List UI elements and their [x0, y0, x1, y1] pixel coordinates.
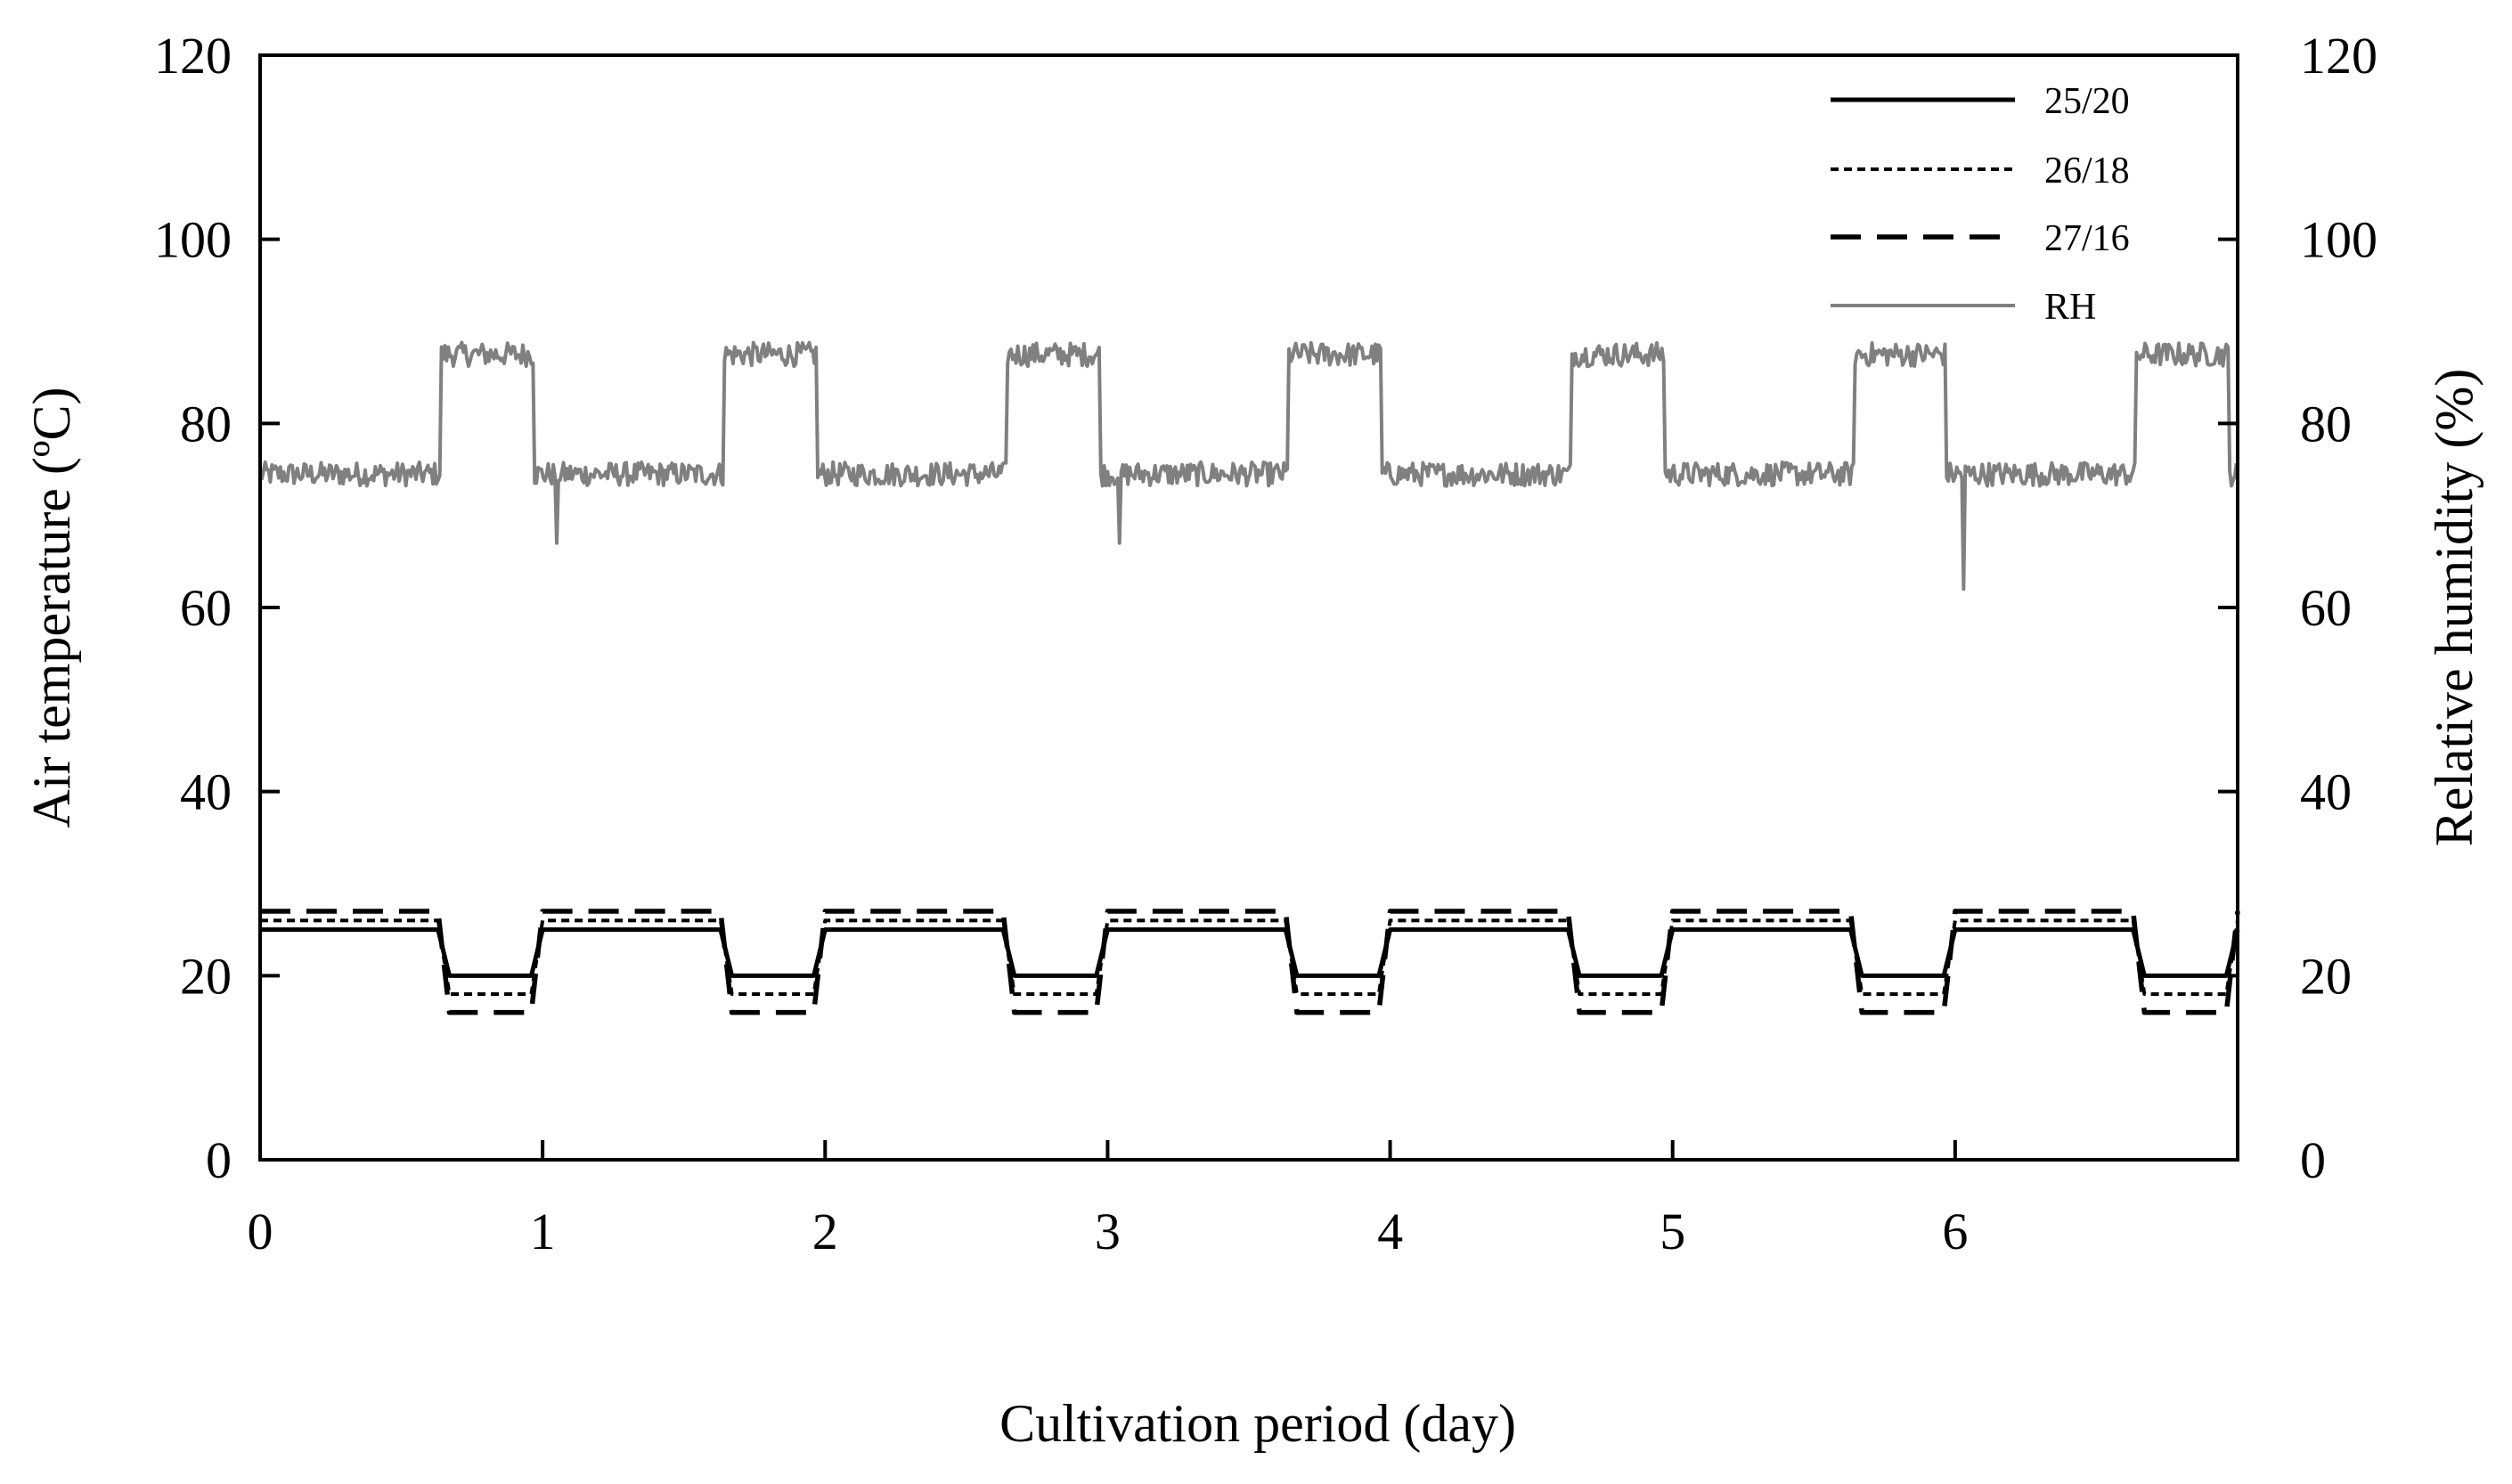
y-right-tick-label: 100 [2300, 211, 2377, 269]
legend: 25/20 26/18 27/16 RH [1831, 81, 2130, 328]
y-left-tick-label: 60 [180, 579, 232, 637]
plot-area [258, 340, 2240, 1015]
y-right-tick-label: 20 [2300, 947, 2352, 1005]
y-left-tick-label: 20 [180, 947, 232, 1005]
series-line-25-20 [260, 927, 2240, 978]
series-line-RH [258, 340, 2239, 591]
y-right-tick-label: 80 [2300, 395, 2352, 453]
legend-label-27-16: 27/16 [2044, 218, 2130, 259]
x-tick-label: 6 [1942, 1203, 1968, 1260]
y-left-tick-label: 40 [180, 763, 232, 821]
y-right-tick-label: 40 [2300, 763, 2352, 821]
x-axis-title: Cultivation period (day) [999, 1394, 1516, 1453]
x-tick-label: 4 [1377, 1203, 1403, 1260]
x-tick-label: 5 [1660, 1203, 1685, 1260]
series-line-26-18 [260, 918, 2239, 996]
x-tick-label: 2 [812, 1203, 838, 1260]
y-left-tick-label: 120 [154, 27, 232, 85]
axes: 0 20 40 60 80 100 120 0 20 40 60 80 100 120 0 1 2 3 4 5 6 Cul… [22, 27, 2483, 1453]
y-left-tick-label: 0 [206, 1131, 232, 1189]
series-line-27-16 [260, 909, 2240, 1015]
y-left-tick-label: 100 [154, 211, 232, 269]
legend-label-RH: RH [2044, 287, 2096, 328]
legend-label-25-20: 25/20 [2044, 81, 2130, 122]
y-right-tick-label: 0 [2300, 1131, 2326, 1189]
y-right-axis-title: Relative humidity (%) [2425, 369, 2483, 847]
y-right-tick-label: 60 [2300, 579, 2352, 637]
legend-label-26-18: 26/18 [2044, 151, 2130, 192]
plot-frame [258, 53, 2239, 1162]
y-left-tick-label: 80 [180, 395, 232, 453]
y-left-axis-title: Air temperature (ºC) [22, 387, 81, 828]
y-right-tick-label: 120 [2300, 27, 2377, 85]
x-tick-label: 1 [530, 1203, 556, 1260]
x-tick-label: 0 [248, 1203, 273, 1260]
x-tick-label: 3 [1095, 1203, 1121, 1260]
